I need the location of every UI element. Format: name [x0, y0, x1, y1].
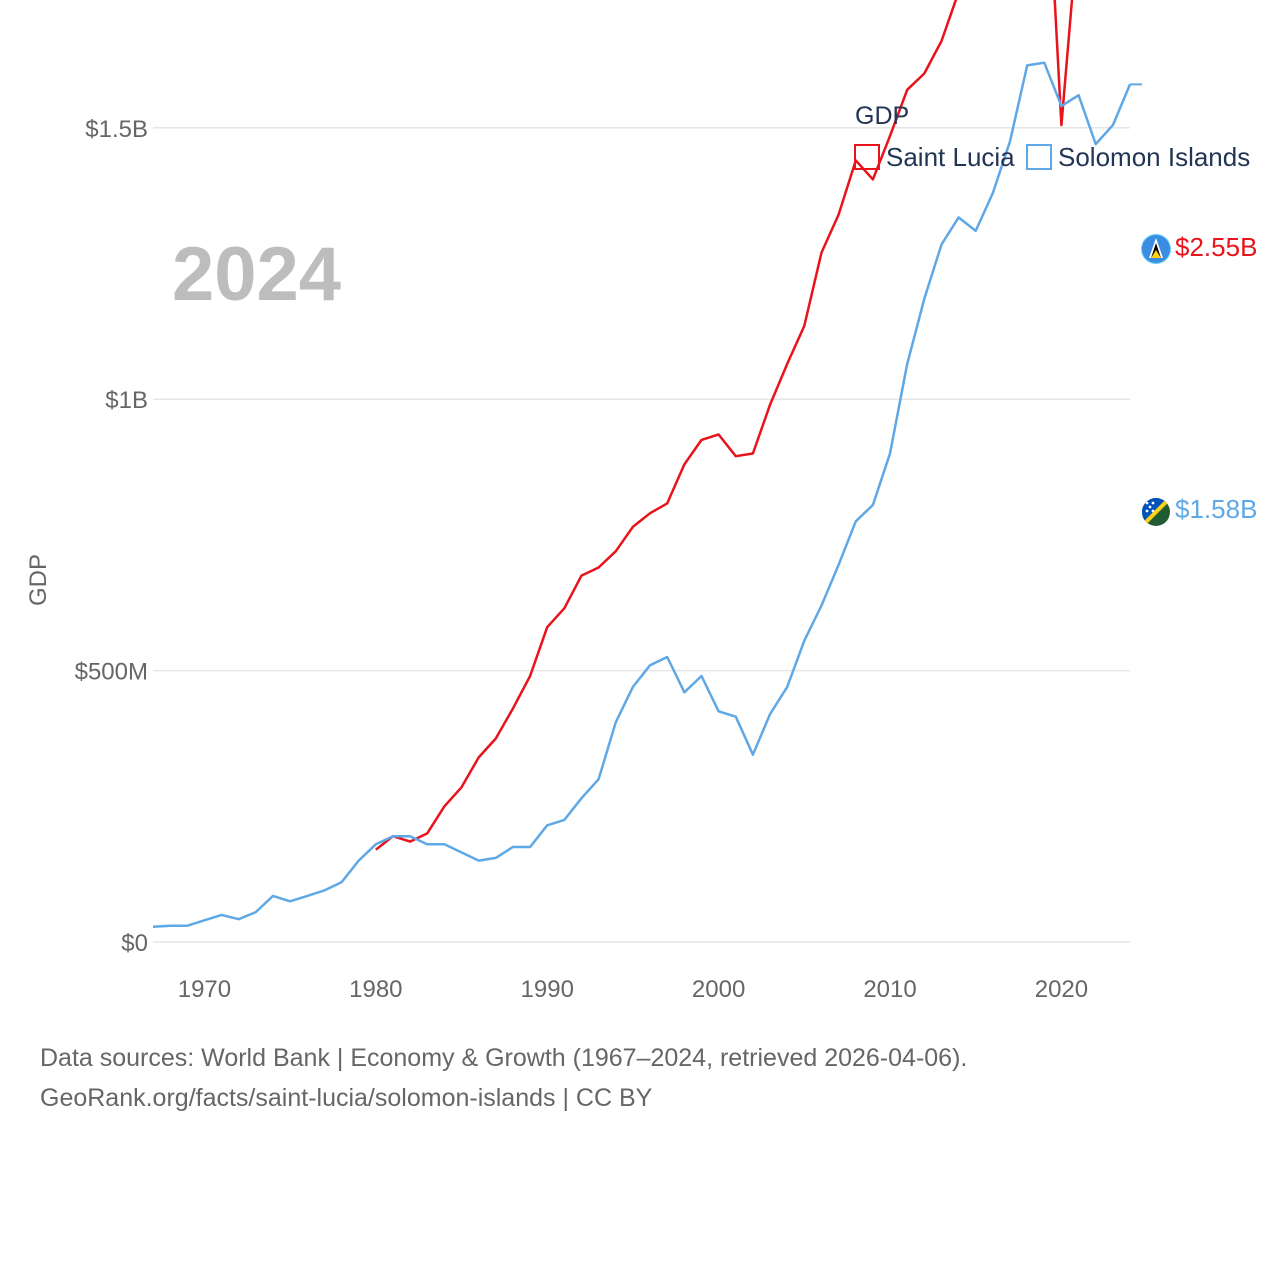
y-axis-ticks: $0$500M$1B$1.5B$2B$2.5B	[75, 116, 148, 957]
y-tick-label: $1B	[105, 387, 148, 414]
x-tick-label: 1990	[521, 976, 574, 1003]
legend-label-saint-lucia: Saint Lucia	[886, 142, 1015, 172]
legend[interactable]: GDP Saint Lucia Solomon Islands	[854, 102, 1250, 172]
series-line-solomon-islands[interactable]	[152, 61, 1132, 929]
legend-item-saint-lucia[interactable]: Saint Lucia	[854, 142, 1015, 172]
saint-lucia-flag-icon	[1141, 234, 1171, 264]
legend-swatch-solomon-islands	[1026, 144, 1052, 170]
series-line-saint-lucia[interactable]	[375, 0, 1130, 851]
x-axis-ticks: 1970 1980 1990 2000 2010 2020	[178, 976, 1088, 1003]
y-tick-label: $500M	[75, 659, 148, 686]
legend-swatch-saint-lucia	[854, 144, 880, 170]
series-lines	[152, 0, 1142, 929]
grid-lines	[153, 127, 1130, 943]
x-tick-label: 2000	[692, 976, 745, 1003]
current-year-label: 2024	[172, 232, 341, 317]
x-tick-label: 2010	[863, 976, 916, 1003]
x-tick-label: 1980	[349, 976, 402, 1003]
x-tick-label: 1970	[178, 976, 231, 1003]
y-axis-label: GDP	[25, 554, 52, 606]
x-tick-label: 2020	[1035, 976, 1088, 1003]
legend-title: GDP	[855, 102, 909, 130]
footer-sources: Data sources: World Bank | Economy & Gro…	[40, 1044, 968, 1072]
y-tick-label: $0	[121, 930, 148, 957]
solomon-islands-flag-icon	[1142, 498, 1170, 526]
legend-item-solomon-islands[interactable]: Solomon Islands	[1026, 142, 1250, 172]
end-label-solomon-islands: $1.58B	[1175, 494, 1257, 524]
end-label-saint-lucia: $2.55B	[1175, 232, 1257, 262]
footer-link[interactable]: GeoRank.org/facts/saint-lucia/solomon-is…	[40, 1084, 653, 1112]
legend-label-solomon-islands: Solomon Islands	[1058, 142, 1250, 172]
y-tick-label: $1.5B	[85, 116, 148, 143]
